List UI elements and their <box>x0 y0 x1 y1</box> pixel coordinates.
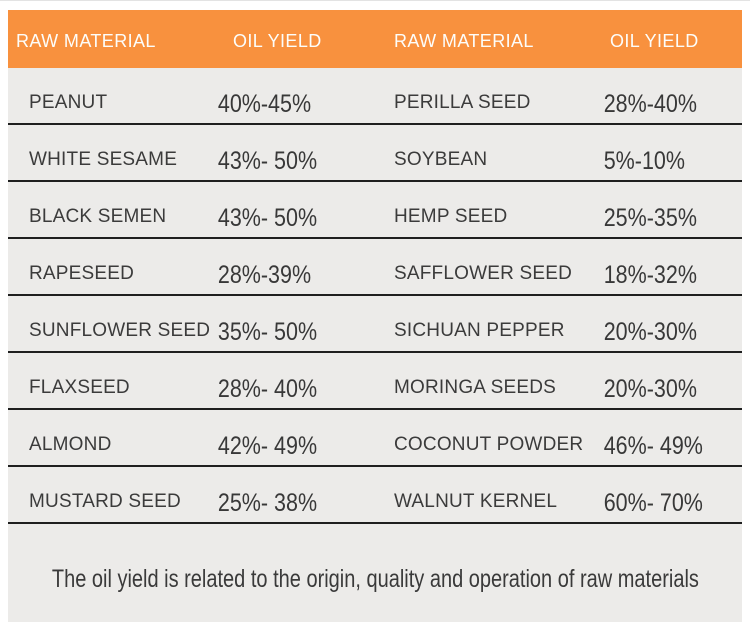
material-cell: COCONUT POWDER <box>394 433 584 455</box>
material-cell: SAFFLOWER SEED <box>394 262 573 284</box>
yield-cell: 28%-40% <box>603 90 697 118</box>
material-cell: HEMP SEED <box>394 205 508 227</box>
table-row: WHITE SESAME 43%- 50% SOYBEAN 5%-10% <box>8 123 742 180</box>
material-cell: PERILLA SEED <box>394 91 531 113</box>
header-raw-material-right: RAW MATERIAL <box>394 30 534 51</box>
material-cell: BLACK SEMEN <box>29 205 167 227</box>
table-row: SUNFLOWER SEED 35%- 50% SICHUAN PEPPER 2… <box>8 294 742 351</box>
footer-note-bar: The oil yield is related to the origin, … <box>8 522 742 622</box>
material-cell: MUSTARD SEED <box>29 490 181 512</box>
yield-cell: 20%-30% <box>603 375 697 403</box>
yield-cell: 40%-45% <box>217 90 312 118</box>
table-header: RAW MATERIAL OIL YIELD RAW MATERIAL OIL … <box>8 10 742 68</box>
material-cell: SICHUAN PEPPER <box>394 319 565 341</box>
material-cell: RAPESEED <box>29 262 135 284</box>
material-cell: WALNUT KERNEL <box>394 490 558 512</box>
header-raw-material-left: RAW MATERIAL <box>16 30 156 51</box>
table-row: FLAXSEED 28%- 40% MORINGA SEEDS 20%-30% <box>8 351 742 408</box>
yield-cell: 5%-10% <box>603 147 685 175</box>
material-cell: SOYBEAN <box>394 148 488 170</box>
yield-cell: 28%- 40% <box>217 375 318 403</box>
table-panel: RAW MATERIAL OIL YIELD RAW MATERIAL OIL … <box>8 10 742 622</box>
header-oil-yield-right: OIL YIELD <box>610 30 699 51</box>
material-cell: MORINGA SEEDS <box>394 376 557 398</box>
material-cell: WHITE SESAME <box>29 148 178 170</box>
yield-cell: 20%-30% <box>603 318 697 346</box>
table-row: BLACK SEMEN 43%- 50% HEMP SEED 25%-35% <box>8 180 742 237</box>
yield-cell: 42%- 49% <box>217 432 318 460</box>
footer-note: The oil yield is related to the origin, … <box>51 564 699 593</box>
table-row: RAPESEED 28%-39% SAFFLOWER SEED 18%-32% <box>8 237 742 294</box>
yield-cell: 43%- 50% <box>217 147 318 175</box>
material-cell: FLAXSEED <box>29 376 130 398</box>
header-oil-yield-left: OIL YIELD <box>233 30 322 51</box>
yield-cell: 25%- 38% <box>217 489 318 517</box>
material-cell: PEANUT <box>29 91 108 113</box>
yield-cell: 25%-35% <box>603 204 697 232</box>
material-cell: ALMOND <box>29 433 112 455</box>
table-row: MUSTARD SEED 25%- 38% WALNUT KERNEL 60%-… <box>8 465 742 522</box>
table-row: PEANUT 40%-45% PERILLA SEED 28%-40% <box>8 68 742 123</box>
material-cell: SUNFLOWER SEED <box>29 319 211 341</box>
yield-cell: 35%- 50% <box>217 318 318 346</box>
yield-cell: 46%- 49% <box>603 432 703 460</box>
yield-cell: 28%-39% <box>217 261 312 289</box>
table-body: PEANUT 40%-45% PERILLA SEED 28%-40% WHIT… <box>8 68 742 522</box>
yield-cell: 60%- 70% <box>603 489 703 517</box>
yield-cell: 43%- 50% <box>217 204 318 232</box>
yield-cell: 18%-32% <box>603 261 697 289</box>
table-row: ALMOND 42%- 49% COCONUT POWDER 46%- 49% <box>8 408 742 465</box>
